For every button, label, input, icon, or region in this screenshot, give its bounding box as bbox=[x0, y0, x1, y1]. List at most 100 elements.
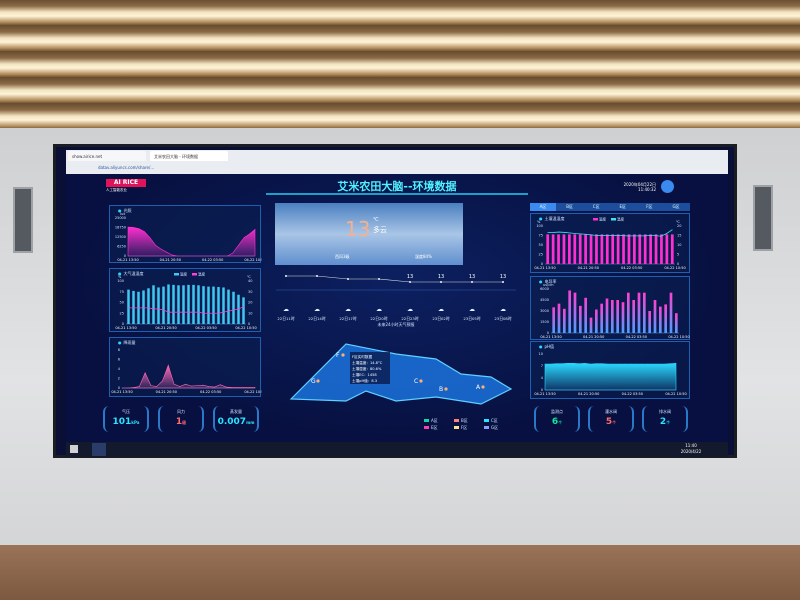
ph-point bbox=[556, 363, 557, 365]
taskbar-app-icon[interactable] bbox=[92, 443, 106, 456]
forecast-time: 22日20时 bbox=[370, 316, 387, 321]
rain-point bbox=[196, 385, 198, 386]
forecast-time: 22日23时 bbox=[401, 316, 418, 321]
zone-tab-E区[interactable]: E区 bbox=[619, 204, 627, 209]
forecast-time: 23日08时 bbox=[494, 316, 511, 321]
soil-temperature-point bbox=[547, 232, 549, 234]
light-point bbox=[210, 255, 212, 257]
stat-value: 0.007 bbox=[217, 417, 247, 427]
temperature-point bbox=[153, 308, 154, 310]
y-tick-label: 0 bbox=[122, 322, 124, 326]
browser-chrome: show.airice.net 艾米农田大脑 - 环境数据 datav.aliy… bbox=[66, 150, 728, 174]
soil-temperature-point bbox=[603, 235, 605, 236]
stat-unit: mm bbox=[246, 420, 255, 425]
title-underline bbox=[266, 193, 528, 195]
rain-point bbox=[179, 386, 181, 387]
partly-cloudy-icon: ☁ bbox=[438, 306, 444, 313]
zone-tab-B区[interactable]: B区 bbox=[566, 204, 573, 209]
ph-title: pH值 bbox=[539, 344, 555, 350]
browser-tab-active[interactable]: 艾米农田大脑 - 环境数据 bbox=[150, 151, 228, 161]
ph-point bbox=[595, 363, 597, 365]
browser-tab[interactable]: show.airice.net bbox=[68, 151, 146, 161]
dashboard: AI RICE 人工智能农业 艾米农田大脑--环境数据 2020年04月22日 … bbox=[66, 174, 728, 442]
stat-value: 5 bbox=[605, 417, 613, 427]
ph-point bbox=[647, 363, 648, 365]
soil-temperature-point bbox=[553, 232, 554, 233]
legend-swatch bbox=[424, 419, 429, 422]
zone-tab-G区[interactable]: G区 bbox=[672, 204, 680, 209]
y-tick-label: 1500 bbox=[540, 320, 549, 324]
taskbar: 11:40 2020/4/22 bbox=[66, 442, 728, 457]
legend-item-G区[interactable]: G区 bbox=[484, 425, 498, 431]
ph-point bbox=[675, 363, 677, 364]
soil-humidity-bar bbox=[670, 234, 674, 264]
taskbar-time: 11:40 bbox=[685, 443, 697, 448]
y2-tick-label: 10 bbox=[677, 243, 681, 247]
tooltip-line: 土壤湿度：80.6% bbox=[352, 366, 382, 371]
light-point bbox=[138, 228, 140, 229]
x-tick-label: 04-22 10:50 bbox=[664, 266, 685, 270]
ph-point bbox=[658, 363, 660, 365]
y-tick-label: 100 bbox=[536, 224, 543, 228]
x-tick-label: 04-21 20:50 bbox=[156, 390, 177, 394]
y2-tick-label: 30 bbox=[248, 290, 252, 294]
y-tick-label: 75 bbox=[120, 290, 124, 294]
address-bar[interactable]: datav.aliyuncs.com/share/... bbox=[98, 165, 155, 170]
rain-point bbox=[202, 384, 204, 386]
legend-item-E区[interactable]: E区 bbox=[424, 425, 438, 431]
partly-cloudy-icon: ☁ bbox=[345, 306, 351, 313]
atmos-panel: 大气温湿度 0 25 50 75 100 0 10 20 30 40 04-21 13:50 04-21… bbox=[109, 268, 261, 332]
windows-start-icon[interactable] bbox=[70, 445, 78, 453]
header-date: 2020年04月22日 bbox=[623, 182, 656, 187]
forecast-line bbox=[286, 275, 503, 283]
x-tick-label: 04-21 20:50 bbox=[160, 258, 181, 262]
y-tick-label: 6 bbox=[118, 358, 120, 362]
y-unit: % bbox=[118, 275, 122, 279]
partly-cloudy-icon: ☁ bbox=[469, 306, 475, 313]
tooltip-bg bbox=[350, 352, 390, 384]
ec-bar bbox=[643, 292, 646, 333]
soil-temperature-point bbox=[598, 235, 600, 236]
zone-tab-F区[interactable]: F区 bbox=[646, 204, 653, 209]
x-tick-label: 04-22 03:50 bbox=[622, 392, 643, 396]
legend-item-A区[interactable]: A区 bbox=[424, 418, 438, 424]
rain-point bbox=[167, 364, 169, 366]
legend-item-F区[interactable]: F区 bbox=[454, 425, 467, 431]
light-point bbox=[199, 255, 201, 257]
legend-swatch bbox=[593, 218, 598, 221]
rain-area bbox=[122, 364, 256, 389]
light-point bbox=[155, 245, 156, 246]
legend-swatch bbox=[454, 419, 459, 422]
zone-tab-A区[interactable]: A区 bbox=[530, 203, 556, 211]
y2-tick-label: 10 bbox=[248, 311, 252, 315]
x-tick-label: 04-22 03:50 bbox=[195, 326, 216, 330]
temperature-point bbox=[178, 311, 179, 313]
humidity-bar bbox=[132, 290, 135, 324]
temperature-point bbox=[208, 312, 209, 314]
legend-item-B区[interactable]: B区 bbox=[454, 418, 468, 424]
soil-humidity-bar bbox=[562, 234, 566, 264]
ph-point bbox=[561, 363, 563, 365]
ec-bar bbox=[579, 305, 582, 333]
soil-temperature-point bbox=[575, 233, 577, 234]
y-tick-label: 4500 bbox=[540, 298, 549, 302]
soil-temperature-point bbox=[586, 233, 588, 235]
rain-point bbox=[127, 387, 129, 389]
ph-point bbox=[544, 363, 546, 365]
y-unit: % bbox=[537, 220, 541, 224]
temperature-point bbox=[243, 306, 244, 308]
ec-bar bbox=[632, 300, 635, 333]
temperature-point bbox=[163, 309, 164, 311]
rain-chart: 0 2 4 6 8 04-21 13:50 04-21 20:50 04-22 03:50 04… bbox=[111, 348, 265, 394]
zone-tab-C区[interactable]: C区 bbox=[592, 204, 600, 209]
x-tick-label: 04-22 10:50 bbox=[244, 390, 262, 394]
legend-label: E区 bbox=[431, 425, 438, 430]
y2-tick-label: 0 bbox=[248, 322, 250, 326]
humidity-bar bbox=[222, 287, 225, 324]
page-title: 艾米农田大脑--环境数据 bbox=[337, 180, 457, 193]
ph-point bbox=[607, 363, 608, 365]
humidity-bar bbox=[237, 294, 240, 324]
forecast-time: 23日02时 bbox=[432, 316, 449, 321]
ec-bar bbox=[605, 298, 609, 333]
legend-item-C区[interactable]: C区 bbox=[484, 418, 498, 424]
